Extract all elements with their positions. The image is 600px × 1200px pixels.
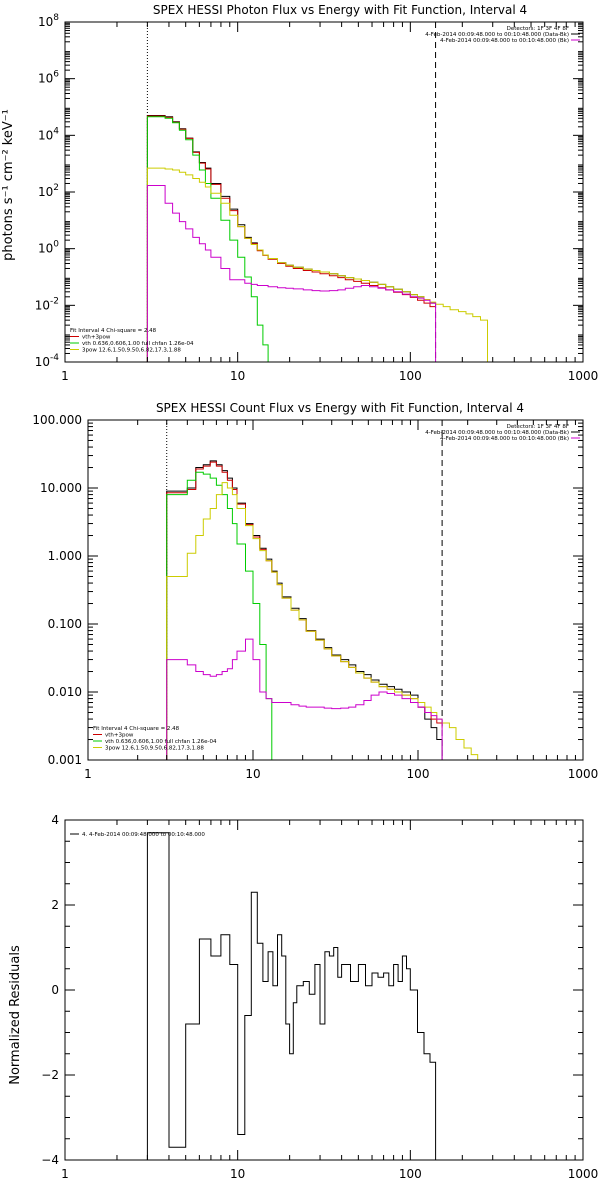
residuals-x-tick-label: 10 xyxy=(230,1167,245,1181)
photon-flux-x-tick-label: 1 xyxy=(61,369,69,383)
residuals-series-line-0 xyxy=(146,832,437,1160)
count-flux-axes: 1 10 100 1000 0.001 0.010 0.100 1.000 10.000 100.… xyxy=(32,413,598,781)
count-flux-series xyxy=(166,420,479,760)
photon-flux-series-line-3 xyxy=(146,167,488,362)
residuals-y-tick-label: 2 xyxy=(51,898,59,912)
count-flux-legend-left-text: 3pow 12.6,1.50,9.50,6.82,17.3,1.88 xyxy=(105,746,204,752)
residuals-y-tick-label: −4 xyxy=(41,1153,59,1167)
photon-flux-legend: Detectors: 1F 3F 4F 8F4-Feb-2014 00:09:4… xyxy=(70,26,580,354)
count-flux-y-tick-label: 0.010 xyxy=(48,685,82,699)
count-flux-legend-left-text: vth+3pow xyxy=(105,733,134,739)
photon-flux-series xyxy=(146,22,488,362)
count-flux-series-line-4 xyxy=(166,638,443,760)
photon-flux-panel: SPEX HESSI Photon Flux vs Energy with Fi… xyxy=(1,3,598,383)
photon-flux-axes: 1 10 100 1000 10-4 10-2 100 102 104 106 108 xyxy=(35,13,599,383)
photon-flux-x-tick-label: 100 xyxy=(399,369,422,383)
count-flux-x-tick-label: 100 xyxy=(407,767,430,781)
count-flux-y-tick-label: 0.001 xyxy=(48,753,82,767)
count-flux-series-line-2 xyxy=(166,471,273,760)
photon-flux-legend-right-text: 4-Feb-2014 00:09:48.000 to 00:10:48.000 … xyxy=(440,38,569,44)
residuals-legend-left-text: 4. 4-Feb-2014 00:09:48.000 to 00:10:48.0… xyxy=(82,832,205,838)
residuals-y-tick-label: 4 xyxy=(51,813,59,827)
count-flux-y-tick-label: 10.000 xyxy=(40,481,82,495)
count-flux-x-tick-label: 10 xyxy=(245,767,260,781)
count-flux-axes-frame xyxy=(87,419,584,761)
count-flux-y-tick-label: 1.000 xyxy=(48,549,82,563)
photon-flux-legend-right-text: Detectors: 1F 3F 4F 8F xyxy=(507,26,569,32)
photon-flux-x-tick-label: 1000 xyxy=(568,369,599,383)
count-flux-legend-right-text: 4-Feb-2014 00:09:48.000 to 00:10:48.000 … xyxy=(425,430,569,436)
photon-flux-legend-left-text: vth 0.636,0.606,1.00 full chfan 1.26e-04 xyxy=(82,341,194,347)
residuals-y-tick-label: 0 xyxy=(51,983,59,997)
photon-flux-y-tick-label: 102 xyxy=(38,183,59,199)
count-flux-legend-right-text: Detectors: 1F 3F 4F 8F xyxy=(507,424,569,430)
count-flux-legend-left-text: vth 0.636,0.606,1.00 full chfan 1.26e-04 xyxy=(105,739,217,745)
residuals-ylabel: Normalized Residuals xyxy=(8,945,23,1085)
photon-flux-legend-left-text: Fit Interval 4 Chi-square = 2.48 xyxy=(70,328,157,334)
photon-flux-y-tick-label: 10-2 xyxy=(35,296,59,312)
residuals-x-tick-label: 1000 xyxy=(568,1167,599,1181)
photon-flux-y-tick-label: 106 xyxy=(38,70,59,86)
count-flux-y-tick-label: 100.000 xyxy=(32,413,82,427)
photon-flux-x-tick-label: 10 xyxy=(230,369,245,383)
residuals-x-tick-label: 1 xyxy=(61,1167,69,1181)
count-flux-series-line-3 xyxy=(166,482,479,760)
photon-flux-legend-right-text: 4-Feb-2014 00:09:48.000 to 00:10:48.000 … xyxy=(425,32,569,38)
photon-flux-legend-left-text: vth+3pow xyxy=(82,335,111,341)
photon-flux-series-line-4 xyxy=(146,185,437,362)
photon-flux-y-tick-label: 104 xyxy=(38,126,59,142)
photon-flux-y-tick-label: 100 xyxy=(38,240,59,256)
photon-flux-title: SPEX HESSI Photon Flux vs Energy with Fi… xyxy=(153,3,527,17)
residuals-axes: 1 10 100 1000 −4 −2 0 2 4 xyxy=(41,813,598,1181)
photon-flux-y-tick-label: 10-4 xyxy=(35,353,60,369)
count-flux-legend: Detectors: 1F 3F 4F 8F4-Feb-2014 00:09:4… xyxy=(93,424,580,752)
residuals-panel: Normalized Residuals 1 10 100 1000 −4 −2 0 2 4 4… xyxy=(8,813,598,1181)
photon-flux-ylabel: photons s⁻¹ cm⁻² keV⁻¹ xyxy=(1,109,16,261)
count-flux-y-tick-label: 0.100 xyxy=(48,617,82,631)
photon-flux-legend-left-text: 3pow 12.6,1.50,9.50,6.82,17.3,1.88 xyxy=(82,348,181,354)
count-flux-panel: SPEX HESSI Count Flux vs Energy with Fit… xyxy=(32,401,598,781)
count-flux-x-tick-label: 1000 xyxy=(568,767,599,781)
count-flux-legend-right-text: 4-Feb-2014 00:09:48.000 to 00:10:48.000 … xyxy=(440,436,569,442)
residuals-x-tick-label: 100 xyxy=(399,1167,422,1181)
photon-flux-series-line-2 xyxy=(146,116,269,362)
count-flux-x-tick-label: 1 xyxy=(84,767,92,781)
photon-flux-y-tick-label: 108 xyxy=(38,13,59,29)
residuals-y-tick-label: −2 xyxy=(41,1068,59,1082)
residuals-series xyxy=(146,832,437,1160)
count-flux-title: SPEX HESSI Count Flux vs Energy with Fit… xyxy=(156,401,524,415)
residuals-legend: 4. 4-Feb-2014 00:09:48.000 to 00:10:48.0… xyxy=(70,832,205,838)
count-flux-legend-left-text: Fit Interval 4 Chi-square = 2.48 xyxy=(93,726,180,732)
